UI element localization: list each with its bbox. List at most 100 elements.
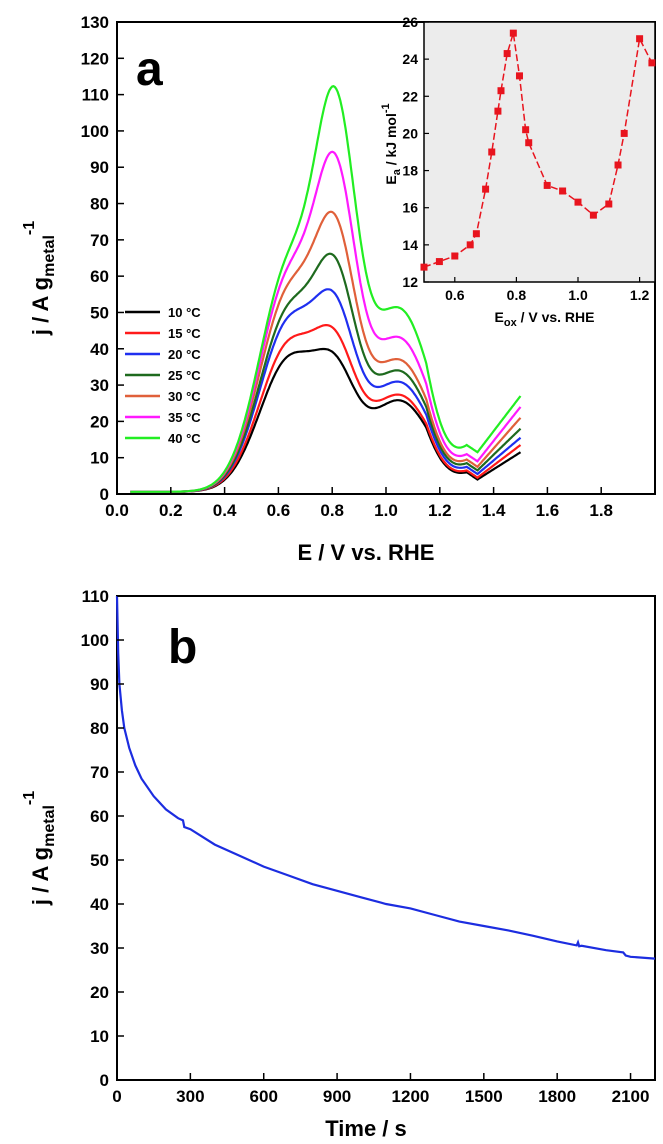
- x-tick-label: 1200: [392, 1087, 430, 1106]
- y-tick-label: 110: [82, 587, 109, 606]
- x-tick-label: 1.2: [428, 501, 452, 520]
- inset-x-tick-label: 0.8: [507, 287, 527, 303]
- y-tick-label: 10: [90, 449, 109, 468]
- y-tick-label: 70: [90, 231, 109, 250]
- y-tick-label: 30: [90, 939, 109, 958]
- y-tick-label: 60: [90, 267, 109, 286]
- y-tick-label: 0: [100, 485, 109, 504]
- x-tick-label: 0: [112, 1087, 121, 1106]
- x-tick-label: 900: [323, 1087, 351, 1106]
- inset-data-point: [494, 107, 502, 115]
- x-tick-label: 1.6: [536, 501, 560, 520]
- inset-data-point: [488, 148, 496, 156]
- inset-data-point: [636, 35, 644, 43]
- panel-label-b: b: [168, 621, 197, 674]
- series-line: [130, 85, 522, 493]
- panel-a-y-axis-label: j / A gmetal-1: [21, 221, 58, 336]
- inset-y-axis-label: Ea / kJ mol-1: [380, 103, 403, 184]
- inset-data-point: [503, 50, 511, 58]
- x-tick-label: 0.8: [320, 501, 344, 520]
- inset-data-point: [605, 200, 613, 208]
- inset-y-tick-label: 16: [402, 200, 418, 216]
- y-tick-label: 40: [90, 895, 109, 914]
- x-tick-label: 0.4: [213, 501, 237, 520]
- x-tick-label: 2100: [612, 1087, 650, 1106]
- legend-label: 40 °C: [168, 431, 201, 446]
- panel-b: 0 300 600 900 1200 1500 1800 2100 0 10 20 30 40 50 60 7…: [21, 587, 656, 1141]
- inset-data-point: [420, 263, 428, 271]
- inset-data-point: [509, 29, 517, 37]
- panel-b-plot-area: [116, 595, 656, 1081]
- inset-plot-area: [423, 21, 656, 283]
- inset-data-point: [466, 241, 474, 249]
- inset-data-point: [482, 185, 490, 193]
- panel-b-x-axis-label: Time / s: [325, 1116, 407, 1141]
- x-tick-label: 1.0: [374, 501, 398, 520]
- y-tick-label: 70: [90, 763, 109, 782]
- x-tick-label: 1.8: [589, 501, 613, 520]
- inset-y-tick-label: 20: [402, 125, 418, 141]
- x-tick-label: 300: [176, 1087, 204, 1106]
- x-tick-label: 0.2: [159, 501, 183, 520]
- y-tick-label: 50: [90, 303, 109, 322]
- legend-label: 25 °C: [168, 368, 201, 383]
- inset-y-tick-label: 14: [402, 237, 418, 253]
- panel-a-legend: 10 °C 15 °C 20 °C 25 °C 30 °C 35 °C 40 °C: [125, 305, 201, 446]
- panel-b-axis-ticks: 0 300 600 900 1200 1500 1800 2100 0 10 20 30 40 50 60 7…: [81, 587, 650, 1106]
- panel-label-a: a: [136, 43, 163, 96]
- y-tick-label: 40: [90, 340, 109, 359]
- x-tick-label: 1800: [538, 1087, 576, 1106]
- legend-label: 15 °C: [168, 326, 201, 341]
- legend-label: 35 °C: [168, 410, 201, 425]
- y-tick-label: 10: [90, 1027, 109, 1046]
- y-tick-label: 100: [81, 122, 109, 141]
- panel-b-y-axis-label: j / A gmetal-1: [21, 791, 58, 906]
- inset-y-tick-label: 26: [402, 14, 418, 30]
- legend-label: 10 °C: [168, 305, 201, 320]
- inset-data-point: [515, 72, 523, 80]
- inset-data-point: [574, 198, 582, 206]
- inset-data-point: [620, 129, 628, 137]
- panel-b-curves: [115, 595, 656, 960]
- inset-x-tick-label: 1.2: [630, 287, 650, 303]
- panel-a-inset: 0.6 0.8 1.0 1.2 12 14 16 18 20 22 24 26 Eox / V vs. …: [380, 14, 656, 329]
- y-tick-label: 20: [90, 412, 109, 431]
- y-tick-label: 80: [90, 195, 109, 214]
- y-tick-label: 80: [90, 719, 109, 738]
- legend-label: 30 °C: [168, 389, 201, 404]
- y-tick-label: 0: [100, 1071, 109, 1090]
- inset-x-tick-label: 0.6: [445, 287, 465, 303]
- y-tick-label: 90: [90, 675, 109, 694]
- inset-data-point: [525, 139, 533, 147]
- y-tick-label: 120: [81, 49, 109, 68]
- inset-y-tick-label: 24: [402, 51, 418, 67]
- y-tick-label: 20: [90, 983, 109, 1002]
- panel-a: 0.0 0.2 0.4 0.6 0.8 1.0 1.2 1.4 1.6 1.8 0 10 20 30 40 5…: [21, 13, 656, 565]
- inset-y-tick-label: 12: [402, 274, 418, 290]
- inset-x-axis-label: Eox / V vs. RHE: [495, 309, 595, 329]
- panel-a-axis-ticks: 0.0 0.2 0.4 0.6 0.8 1.0 1.2 1.4 1.6 1.8 0 10 20 30 40 5…: [81, 13, 613, 520]
- inset-y-tick-label: 18: [402, 163, 418, 179]
- x-tick-label: 0.6: [267, 501, 291, 520]
- y-tick-label: 110: [82, 86, 109, 105]
- x-tick-label: 600: [250, 1087, 278, 1106]
- inset-data-point: [497, 87, 505, 95]
- panel-a-curves: [130, 85, 522, 493]
- inset-data-point: [559, 187, 567, 195]
- x-tick-label: 0.0: [105, 501, 129, 520]
- inset-data-point: [522, 126, 530, 134]
- y-tick-label: 60: [90, 807, 109, 826]
- inset-x-tick-label: 1.0: [568, 287, 588, 303]
- x-tick-label: 1500: [465, 1087, 503, 1106]
- y-tick-label: 50: [90, 851, 109, 870]
- y-tick-label: 130: [81, 13, 109, 32]
- inset-data-point: [543, 181, 551, 189]
- inset-data-point: [435, 258, 443, 266]
- inset-data-point: [472, 230, 480, 238]
- panel-a-x-axis-label: E / V vs. RHE: [298, 540, 435, 565]
- x-tick-label: 1.4: [482, 501, 506, 520]
- legend-label: 20 °C: [168, 347, 201, 362]
- inset-y-tick-label: 22: [402, 88, 418, 104]
- inset-data-point: [589, 211, 597, 219]
